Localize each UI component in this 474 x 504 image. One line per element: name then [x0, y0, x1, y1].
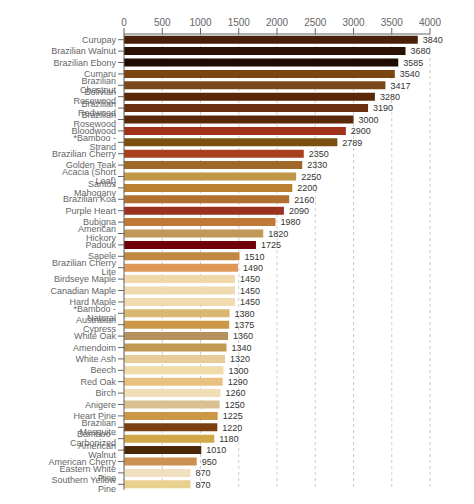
- svg-text:Brazilian Ebony: Brazilian Ebony: [53, 58, 116, 68]
- svg-text:0: 0: [121, 17, 127, 28]
- svg-text:2000: 2000: [266, 17, 289, 28]
- svg-text:Brazilian Cherry: Brazilian Cherry: [52, 149, 117, 159]
- svg-text:1360: 1360: [233, 331, 253, 341]
- svg-text:500: 500: [154, 17, 171, 28]
- svg-text:1380: 1380: [235, 309, 255, 319]
- svg-text:Padouk: Padouk: [85, 240, 116, 250]
- svg-text:1450: 1450: [240, 274, 260, 284]
- svg-text:2250: 2250: [301, 172, 321, 182]
- svg-text:1340: 1340: [232, 343, 252, 353]
- svg-text:3190: 3190: [373, 103, 393, 113]
- svg-text:Canadian Maple: Canadian Maple: [50, 286, 116, 296]
- svg-text:1980: 1980: [280, 217, 300, 227]
- svg-text:Birdseye Maple: Birdseye Maple: [54, 274, 116, 284]
- svg-text:1180: 1180: [219, 434, 238, 444]
- svg-text:Amendoim: Amendoim: [73, 343, 116, 353]
- svg-text:3585: 3585: [403, 58, 423, 68]
- svg-text:870: 870: [196, 468, 211, 478]
- svg-text:1000: 1000: [189, 17, 212, 28]
- svg-text:1260: 1260: [225, 388, 245, 398]
- svg-text:Beech: Beech: [90, 365, 116, 375]
- svg-text:1820: 1820: [268, 229, 288, 239]
- svg-text:2330: 2330: [307, 160, 327, 170]
- svg-text:3840: 3840: [423, 35, 443, 45]
- svg-text:2350: 2350: [309, 149, 329, 159]
- svg-text:Birch: Birch: [95, 388, 116, 398]
- svg-text:White Oak: White Oak: [74, 331, 117, 341]
- svg-text:1290: 1290: [228, 377, 248, 387]
- svg-text:1500: 1500: [228, 17, 251, 28]
- svg-text:Purple Heart: Purple Heart: [65, 206, 116, 216]
- svg-text:1225: 1225: [223, 411, 243, 421]
- svg-text:3280: 3280: [380, 92, 400, 102]
- svg-text:1510: 1510: [245, 252, 265, 262]
- svg-text:1320: 1320: [230, 354, 250, 364]
- svg-text:1450: 1450: [240, 286, 260, 296]
- svg-text:2500: 2500: [304, 17, 327, 28]
- svg-text:2090: 2090: [289, 206, 309, 216]
- svg-text:950: 950: [202, 457, 217, 467]
- svg-text:3000: 3000: [359, 115, 379, 125]
- svg-text:1250: 1250: [225, 400, 245, 410]
- svg-text:1725: 1725: [261, 240, 281, 250]
- svg-text:Southern YellowPine: Southern YellowPine: [51, 475, 116, 494]
- svg-text:4000: 4000: [419, 17, 442, 28]
- svg-text:2789: 2789: [342, 138, 362, 148]
- svg-text:3680: 3680: [411, 46, 431, 56]
- svg-text:1220: 1220: [222, 423, 242, 433]
- svg-text:White Ash: White Ash: [75, 354, 116, 364]
- svg-text:3540: 3540: [400, 69, 420, 79]
- svg-text:1375: 1375: [234, 320, 254, 330]
- svg-text:Curupay: Curupay: [82, 35, 117, 45]
- svg-text:Red Oak: Red Oak: [80, 377, 116, 387]
- svg-text:Brazilian Koa: Brazilian Koa: [63, 194, 116, 204]
- svg-text:Anigere: Anigere: [85, 400, 116, 410]
- svg-text:1490: 1490: [243, 263, 263, 273]
- svg-text:2200: 2200: [297, 183, 317, 193]
- svg-text:1300: 1300: [228, 366, 248, 376]
- svg-text:2160: 2160: [294, 195, 314, 205]
- svg-text:Brazilian Walnut: Brazilian Walnut: [51, 46, 116, 56]
- svg-text:3500: 3500: [381, 17, 404, 28]
- svg-text:3000: 3000: [342, 17, 365, 28]
- svg-text:1450: 1450: [240, 297, 260, 307]
- svg-text:1010: 1010: [206, 445, 226, 455]
- svg-text:3417: 3417: [390, 81, 410, 91]
- svg-text:2900: 2900: [351, 126, 371, 136]
- svg-text:870: 870: [196, 480, 211, 490]
